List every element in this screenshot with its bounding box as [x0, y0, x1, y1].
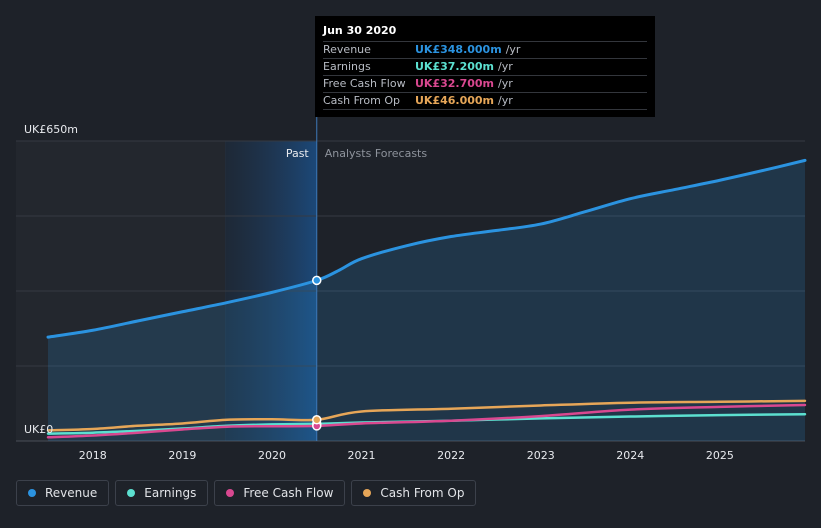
tooltip-label: Earnings	[323, 60, 371, 73]
tooltip-unit: /yr	[498, 94, 513, 107]
legend-dot-icon	[226, 489, 235, 497]
legend-dot-icon	[127, 489, 136, 497]
legend-item-cash-from-op[interactable]: Cash From Op	[351, 480, 477, 506]
tooltip-label: Revenue	[323, 43, 371, 56]
y-axis-top-label: UK£650m	[24, 123, 78, 136]
legend-label: Revenue	[45, 486, 98, 500]
tooltip-label: Free Cash Flow	[323, 77, 406, 90]
chart-legend: Revenue Earnings Free Cash Flow Cash Fro…	[16, 480, 477, 508]
legend-label: Free Cash Flow	[243, 486, 334, 500]
legend-label: Earnings	[144, 486, 197, 500]
x-tick-label: 2024	[616, 449, 644, 462]
series-line-cash-from-op	[46, 399, 807, 432]
series-line-earnings	[46, 412, 807, 435]
legend-item-revenue[interactable]: Revenue	[16, 480, 110, 506]
forecast-label: Analysts Forecasts	[325, 147, 428, 160]
legend-label: Cash From Op	[380, 486, 465, 500]
tooltip-row-earnings: Earnings UK£37.200m /yr	[323, 59, 647, 76]
tooltip-value: UK£32.700m	[415, 77, 495, 90]
highlight-marker-cash-from-op	[312, 415, 322, 425]
revenue-area	[48, 160, 805, 441]
tooltip-unit: /yr	[498, 77, 513, 90]
x-tick-label: 2021	[348, 449, 376, 462]
tooltip-row-revenue: Revenue UK£348.000m /yr	[323, 42, 647, 59]
x-tick-label: 2025	[706, 449, 734, 462]
tooltip-value: UK£37.200m	[415, 60, 495, 73]
x-tick-label: 2019	[168, 449, 196, 462]
x-tick-label: 2018	[79, 449, 107, 462]
past-label: Past	[286, 147, 310, 160]
tooltip-row-cash-from-op: Cash From Op UK£46.000m /yr	[323, 93, 647, 110]
series-line-free-cash-flow	[46, 403, 807, 439]
highlight-marker-revenue	[312, 275, 322, 286]
legend-item-earnings[interactable]: Earnings	[115, 480, 209, 506]
tooltip-label: Cash From Op	[323, 94, 401, 107]
x-tick-label: 2023	[527, 449, 555, 462]
tooltip-value: UK£348.000m	[415, 43, 502, 56]
tooltip-date: Jun 30 2020	[323, 24, 647, 42]
series-line-revenue	[46, 158, 807, 339]
x-tick-label: 2020	[258, 449, 286, 462]
x-tick-label: 2022	[437, 449, 465, 462]
tooltip-unit: /yr	[498, 60, 513, 73]
tooltip-unit: /yr	[505, 43, 521, 56]
legend-item-free-cash-flow[interactable]: Free Cash Flow	[214, 480, 346, 506]
tooltip-row-free-cash-flow: Free Cash Flow UK£32.700m /yr	[323, 76, 647, 93]
y-axis-bottom-label: UK£0	[24, 423, 53, 436]
tooltip-value: UK£46.000m	[415, 94, 495, 107]
legend-dot-icon	[363, 489, 372, 497]
legend-dot-icon	[28, 489, 36, 497]
chart-tooltip: Jun 30 2020 Revenue UK£348.000m /yr Earn…	[315, 16, 655, 117]
